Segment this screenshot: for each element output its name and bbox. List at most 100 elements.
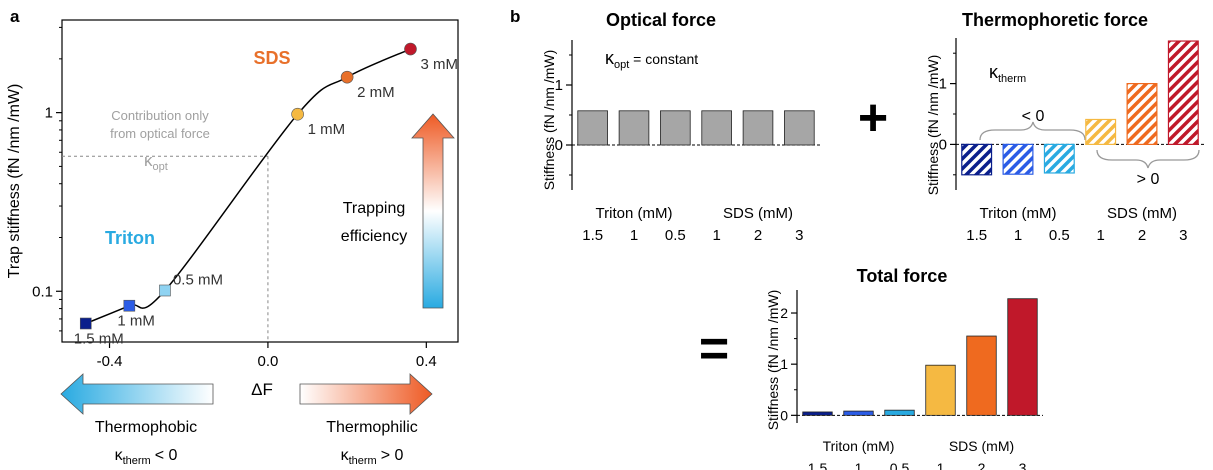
- bar-category-label: 0.5: [890, 460, 910, 470]
- positive-brace: [1096, 149, 1200, 169]
- kappa-therm-sub-neg: therm: [123, 455, 151, 467]
- x-tick-label: 0.4: [416, 353, 437, 370]
- triton-group-label: Triton (mM): [823, 438, 895, 454]
- optical-y-axis-label: Stiffness (fN /nm /mW): [541, 50, 557, 191]
- bar: [966, 335, 997, 416]
- contribution-text-line1: Contribution only: [111, 108, 209, 123]
- data-point-label: 1 mM: [117, 313, 155, 330]
- x-tick-label: 0.0: [257, 353, 278, 370]
- bar-category-label: 0.5: [665, 227, 686, 244]
- thermo-gt-zero: > 0: [1137, 171, 1160, 188]
- data-point-square: [159, 284, 171, 297]
- triton-group-label: Triton (mM): [596, 205, 673, 222]
- bar: [618, 110, 650, 146]
- kappa-opt-sub: opt: [153, 161, 168, 173]
- thermophoretic-force-title: Thermophoretic force: [962, 10, 1148, 30]
- data-point-circle: [404, 42, 417, 56]
- plus-sign: +: [858, 89, 888, 147]
- bar: [1085, 118, 1117, 145]
- bar: [742, 110, 774, 146]
- optical-force-title: Optical force: [606, 10, 716, 30]
- y-tick-label: 1: [45, 105, 53, 122]
- bar-category-label: 3: [1179, 227, 1187, 244]
- bar-category-label: 2: [978, 460, 986, 470]
- bar-category-label: 1.5: [808, 460, 828, 470]
- data-point-label: 3 mM: [420, 56, 458, 73]
- panel-label-a: a: [10, 7, 20, 26]
- bar: [843, 410, 874, 416]
- negative-brace: [979, 121, 1086, 141]
- x-tick-label: -0.4: [97, 353, 123, 370]
- sds-group-label: SDS (mM): [1107, 205, 1177, 222]
- bar-category-label: 1: [712, 227, 720, 244]
- triton-label: Triton: [105, 228, 155, 248]
- total-y-axis-label: Stiffness (fN /nm /mW): [765, 290, 781, 431]
- bar-y-tick-label: 0: [555, 137, 563, 154]
- bar: [925, 364, 956, 416]
- efficiency-text-line1: Trapping: [343, 200, 406, 217]
- panel-a-frame: [61, 19, 459, 343]
- bar-y-tick-label: 0: [939, 136, 947, 153]
- bar-category-label: 0.5: [1049, 227, 1070, 244]
- data-point-label: 2 mM: [357, 84, 395, 101]
- bar: [660, 110, 691, 146]
- data-point-circle: [340, 70, 354, 84]
- bar-y-tick-label: 0: [780, 407, 788, 423]
- thermophilic-label: Thermophilic: [326, 419, 418, 436]
- kappa-therm-sub-pos: therm: [349, 455, 377, 467]
- bar: [1007, 298, 1038, 416]
- panel-a-x-axis-label: ΔF: [251, 380, 273, 399]
- kappa-opt-main: κ: [144, 151, 153, 170]
- panel-label-b: b: [510, 7, 520, 26]
- panel-a-y-axis-label: Trap stiffness (fN /nm /mW): [6, 84, 23, 279]
- thermo-lt-zero: < 0: [1022, 108, 1045, 125]
- total-force-title: Total force: [857, 266, 948, 286]
- bar: [784, 110, 815, 146]
- thermo-y-axis-label: Stiffness (fN /nm /mW): [925, 55, 941, 196]
- kappa-opt-b-sub: opt: [614, 59, 629, 71]
- bar: [1167, 40, 1199, 146]
- thermophilic-arrow: [299, 373, 433, 415]
- bar: [1126, 82, 1158, 145]
- kappa-therm-gt-zero: > 0: [381, 447, 404, 464]
- kappa-opt-constant: κopt = constant: [605, 48, 698, 71]
- thermophobic-label: Thermophobic: [95, 419, 197, 436]
- bar-y-tick-label: 1: [939, 76, 947, 93]
- bar-category-label: 1: [1096, 227, 1104, 244]
- kappa-therm-b: κtherm: [989, 62, 1026, 85]
- kappa-therm-main-neg: κ: [115, 447, 124, 464]
- panel-a-points: 1.5 mM1 mM0.5 mM1 mM2 mM3 mM: [74, 42, 458, 348]
- trapping-efficiency-arrow: [411, 113, 455, 309]
- bar-y-tick-label: 2: [780, 305, 788, 321]
- bar-y-tick-label: 1: [555, 77, 563, 94]
- panel-a-scatter: -0.4 0.0 0.40.11 1.5 mM1 mM0.5 mM1 mM2 mM3…: [6, 19, 459, 467]
- kappa-opt-b-constant: = constant: [629, 51, 698, 67]
- panel-a-ticks: -0.4 0.0 0.4 0.1 1: [32, 26, 437, 370]
- bar-category-label: 2: [754, 227, 762, 244]
- data-point-label: 1.5 mM: [74, 331, 124, 348]
- bar-category-label: 3: [795, 227, 803, 244]
- bar-category-label: 1: [630, 227, 638, 244]
- bar: [802, 411, 833, 416]
- sds-label: SDS: [253, 48, 290, 68]
- kappa-therm-lt-zero: < 0: [155, 447, 178, 464]
- kappa-therm-negative: κtherm < 0: [115, 447, 178, 467]
- kappa-opt-b-main: κ: [605, 48, 615, 68]
- efficiency-text-line2: efficiency: [341, 228, 407, 245]
- bar-category-label: 1.5: [966, 227, 987, 244]
- bar-y-tick-label: 1: [780, 356, 788, 372]
- data-point-circle: [291, 107, 304, 121]
- bar-category-label: 1.5: [582, 227, 603, 244]
- sds-group-label: SDS (mM): [949, 438, 1014, 454]
- bar: [884, 409, 915, 416]
- kappa-therm-b-sub: therm: [998, 73, 1026, 85]
- bar: [1043, 143, 1075, 174]
- bar: [701, 110, 732, 146]
- triton-group-label: Triton (mM): [980, 205, 1057, 222]
- optical-force-bar-chart: 0 1 1.5 1 0.5 1 2 3 Triton (mM) SDS (mM): [555, 40, 820, 244]
- contribution-text-line2: from optical force: [110, 126, 210, 141]
- total-force-bar-chart: 0 1 2 1.5 1 0.5 1 2 3 Triton (mM) SDS (mM): [780, 290, 1043, 470]
- data-point-label: 0.5 mM: [173, 271, 223, 288]
- data-point-label: 1 mM: [308, 121, 346, 138]
